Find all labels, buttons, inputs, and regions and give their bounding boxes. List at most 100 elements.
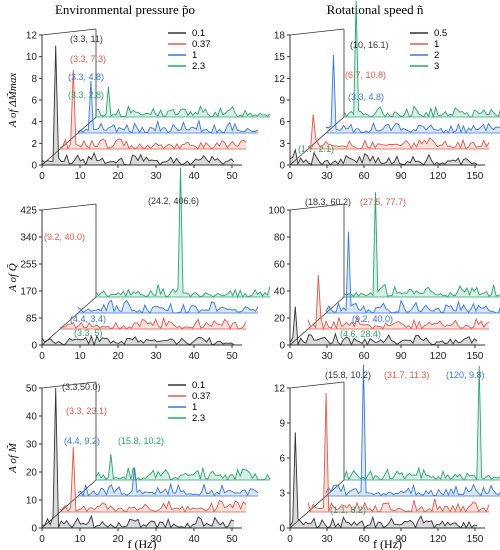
peak-annotation: (3.3, 7.3) [70,54,106,64]
series-fill-3 [344,365,500,480]
y-tick-label: 100 [268,206,285,217]
peak-annotation: (3.3,50.0) [62,382,101,392]
series-fill-3 [344,192,500,297]
y-tick-label: 3 [279,139,285,150]
y-tick-label: 3 [279,489,285,500]
peak-annotation: (27.5, 77.7) [360,197,406,207]
series-line-0.5 [289,148,478,166]
y-tick-label: 10 [26,52,38,63]
y-tick-label: 20 [26,468,38,479]
peak-annotation: (15.8, 10.2) [118,436,164,446]
x-tick-label: 10 [74,171,86,182]
base-depth-line [41,479,97,529]
y-tick-label: 12 [26,31,38,42]
peak-annotation: (4.4, 9.2) [64,436,100,446]
peak-annotation: (3.3, 4.8) [348,92,384,102]
x-tick-label: 120 [430,171,447,182]
top-depth-line [41,203,97,211]
base-depth-line [41,116,97,166]
series-fill-0.5 [290,149,477,165]
x-tick-label: 50 [226,171,238,182]
x-tick-label: 0 [287,351,293,362]
top-depth-line [289,203,345,211]
chart-panel-1: 0 2 4 6 8 10 12 0 10 20 30 40 50 A of ΔM̃max (3.3, 11)… [6,28,271,182]
y-tick-label: 4 [31,117,37,128]
series-line-2 [326,54,500,134]
x-tick-label: 120 [430,351,447,362]
y-tick-label: 20 [274,314,286,325]
chart-panel-4: 0 20 40 60 80 100 0 30 60 90 120 150 (18.3, 60.2) (27… [268,192,500,362]
peak-annotation: (9.2, 40.0) [44,232,85,242]
x-tick-label: 60 [358,534,370,545]
x-tick-label: 150 [467,351,484,362]
x-tick-label: 60 [358,171,370,182]
y-tick-label: 50 [26,384,38,395]
peak-annotation: (4.4, 3.4) [70,314,106,324]
series-line-0.37 [59,316,247,330]
x-tick-label: 150 [467,534,484,545]
chart-panel-3: 0 85 170 255 340 425 0 10 20 30 40 50 A of Q̃ (24.2, … [6,167,271,362]
x-tick-label: 0 [287,171,293,182]
series-line-2.3 [95,454,271,481]
left-column-title: Environmental pressure p̃o [55,2,195,17]
series-fill-0.37 [60,318,246,329]
y-tick-label: 425 [20,206,37,217]
peak-annotation: (15.8, 10.2) [325,370,371,380]
peak-annotation: (4.6, 28.4) [340,329,381,339]
y-tick-label: 2 [31,139,37,150]
legend-label: 0.5 [434,28,447,39]
y-tick-label: 10 [26,496,38,507]
x-tick-label: 30 [150,534,162,545]
y-tick-label: 255 [20,260,37,271]
series-line-1 [77,299,259,314]
y-tick-label: 40 [274,287,286,298]
x-tick-label: 20 [112,351,124,362]
peak-annotation: (3.3, 5) [74,328,103,338]
x-tick-label: 10 [74,351,86,362]
series-line-3 [343,365,500,482]
y-tick-label: 0 [279,161,285,172]
peak-annotation: (120, 9.8) [446,370,485,380]
legend-label: 2.3 [192,413,205,424]
x-tick-label: 10 [74,534,86,545]
y-tick-label: 15 [274,52,286,63]
y-tick-label: 80 [274,233,286,244]
y-tick-label: 6 [279,117,285,128]
y-tick-label: 18 [274,31,286,42]
x-tick-label: 90 [395,534,407,545]
y-tick-label: 60 [274,260,286,271]
legend-label: 0.1 [192,380,205,391]
x-tick-label: 20 [112,171,124,182]
y-tick-label: 340 [20,233,37,244]
series-line-3 [343,0,500,119]
series-line-1 [307,392,490,513]
x-tick-label: 40 [188,534,200,545]
x-tick-label: 30 [321,351,333,362]
y-tick-label: 85 [26,314,38,325]
base-depth-line [289,296,345,346]
y-tick-label: 12 [274,384,286,395]
series-fill-2 [326,231,500,313]
x-tick-label: 120 [430,534,447,545]
x-tick-label: 40 [188,171,200,182]
top-depth-line [41,381,97,389]
peak-annotation: (10, 16.1) [350,40,389,50]
series-line-0.37 [59,69,247,150]
right-column-title: Rotational speed ñ [327,2,424,17]
peak-annotation: (3.3, 11) [70,34,103,44]
series-line-1 [77,80,259,134]
x-axis-label: f (Hz) [128,537,157,550]
legend-label: 1 [192,402,197,413]
series-fill-0.5 [290,306,477,345]
series-line-0.5 [289,306,478,346]
x-tick-label: 30 [150,351,162,362]
legend-label: 2.3 [192,61,205,72]
series-fill-1 [308,275,489,329]
peak-annotation: (9.2, 40.0) [352,314,393,324]
legend-label: 3 [434,61,439,72]
peak-annotation: (1.7, 2.1) [298,144,334,154]
y-axis-label: A of ΔM̃max [6,73,19,129]
peak-annotation: (18.3, 60.2) [305,197,351,207]
